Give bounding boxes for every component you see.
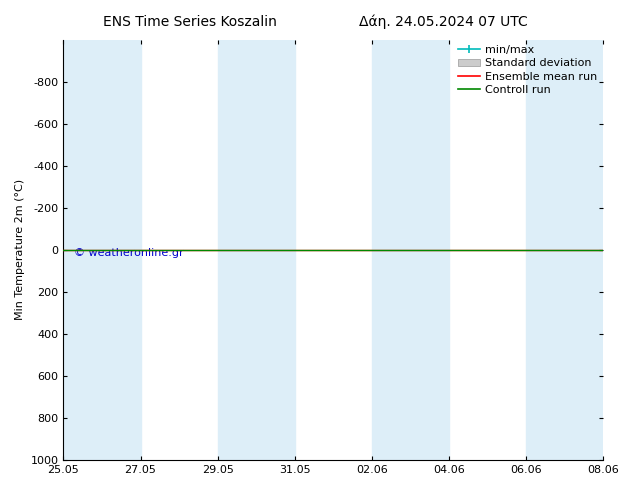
- Text: Δάη. 24.05.2024 07 UTC: Δάη. 24.05.2024 07 UTC: [359, 15, 528, 29]
- Bar: [526, 40, 603, 460]
- Legend: min/max, Standard deviation, Ensemble mean run, Controll run: min/max, Standard deviation, Ensemble me…: [458, 45, 598, 95]
- Text: © weatheronline.gr: © weatheronline.gr: [74, 248, 184, 258]
- Text: ENS Time Series Koszalin: ENS Time Series Koszalin: [103, 15, 277, 29]
- Bar: [372, 40, 449, 460]
- Bar: [217, 40, 295, 460]
- Bar: [63, 40, 141, 460]
- Y-axis label: Min Temperature 2m (°C): Min Temperature 2m (°C): [15, 179, 25, 320]
